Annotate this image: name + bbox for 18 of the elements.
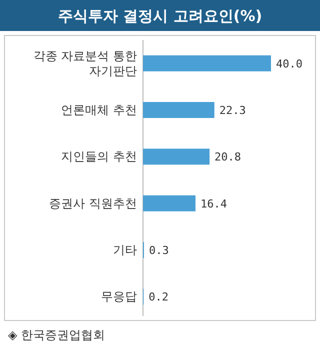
text: ◈ 한국증권업협회 [8, 328, 106, 342]
data-label: 20.8 [214, 150, 242, 164]
bar [143, 148, 210, 165]
data-label: 22.3 [219, 104, 246, 117]
y-tick-label: 지인들의 추천 [61, 150, 137, 164]
data-label: 16.4 [200, 197, 228, 210]
bar [143, 102, 214, 118]
data-label: 40.0 [276, 57, 302, 70]
bar [143, 55, 271, 72]
y-tick-label: 언론매체 추천 [61, 103, 137, 117]
data-label: 0.2 [148, 290, 169, 304]
bar [143, 195, 196, 212]
y-tick-label: 증권사 직원추천 [49, 196, 137, 210]
y-tick-label: 각종 자료분석 통한 자기판단 [33, 48, 137, 78]
y-tick-label: 무응답 [101, 290, 137, 304]
data-label: 0.3 [148, 244, 169, 257]
y-tick-label: 기타 [113, 243, 137, 257]
chart-title: 주식투자 결정시 고려요인(%) [58, 7, 262, 25]
